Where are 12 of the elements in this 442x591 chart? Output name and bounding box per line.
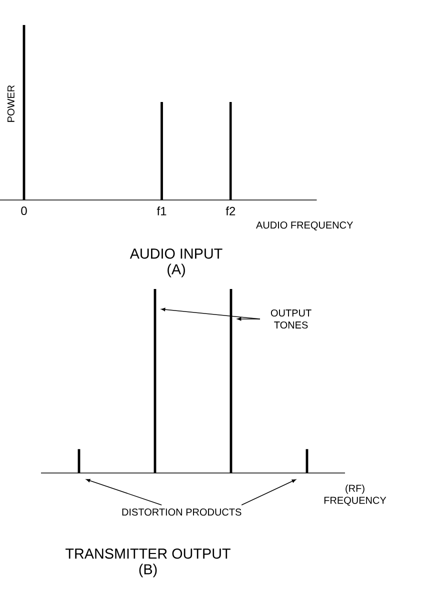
x-axis-title: (RF) FREQUENCY — [324, 484, 386, 506]
x-tick-label: f1 — [156, 206, 166, 216]
y-axis-title: POWER — [7, 85, 14, 122]
annotation: OUTPUT TONES — [270, 309, 312, 329]
text: (A) — [168, 264, 185, 278]
x-tick-label: f2 — [226, 206, 236, 216]
x-axis-title: AUDIO FREQUENCY — [256, 222, 354, 230]
text: DISTORTION PRODUCTS — [122, 508, 242, 516]
text: AUDIO INPUT — [130, 248, 222, 259]
text: TRANSMITTER OUTPUT — [66, 548, 230, 559]
x-tick-label: 0 — [21, 206, 27, 216]
text: (B) — [139, 564, 157, 578]
